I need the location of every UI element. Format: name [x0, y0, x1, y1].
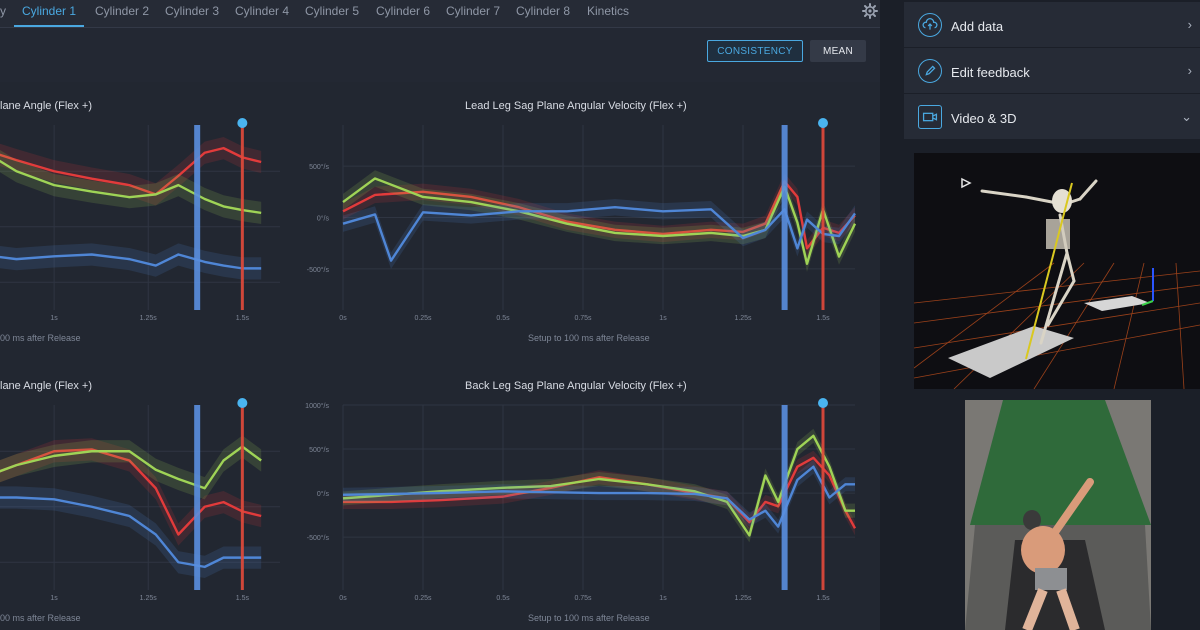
marker-handle [818, 118, 828, 128]
y-tick-label: 500°/s [309, 163, 329, 171]
x-tick-label: 1s [659, 315, 667, 322]
series-band-red [343, 173, 855, 257]
gear-icon[interactable] [862, 3, 878, 19]
series-line-green [0, 159, 262, 215]
pitcher-figure [1021, 478, 1094, 630]
pitcher-video-frame [965, 400, 1151, 630]
series-line-red [0, 448, 262, 536]
series-band-blue [0, 243, 262, 280]
chart-4-xlabel: Setup to 100 ms after Release [528, 613, 650, 623]
tab-overview[interactable]: y [0, 4, 6, 18]
series-line-blue [0, 253, 262, 270]
series-band-green [343, 428, 855, 543]
active-tab-indicator [14, 25, 84, 27]
marker-handle [237, 398, 248, 408]
chart-lead-leg-velocity: 0s 0.25s 0.5s 0.75s 1s 1.25s 1.5s 500°/s 0°/s -50… [307, 118, 857, 322]
tab-cylinder-3[interactable]: Cylinder 3 [165, 4, 220, 18]
edit-feedback-label: Edit feedback [951, 65, 1030, 80]
add-data-button[interactable]: Add data › [904, 2, 1200, 48]
chevron-down-icon: ⌄ [1181, 109, 1192, 124]
x-tick-label: 1.5s [236, 595, 250, 602]
x-tick-label: 0.25s [414, 315, 432, 322]
y-tick-label: -500°/s [307, 266, 330, 274]
x-tick-label: 0s [339, 315, 347, 322]
skeleton-3d-viewer[interactable] [914, 153, 1200, 389]
x-tick-label: 1.25s [734, 595, 752, 602]
marker-handle [818, 398, 828, 408]
chart-2-title: Lead Leg Sag Plane Angular Velocity (Fle… [465, 100, 687, 112]
edit-feedback-button[interactable]: Edit feedback › [904, 48, 1200, 94]
pencil-icon [918, 59, 942, 83]
tab-cylinder-4[interactable]: Cylinder 4 [235, 4, 290, 18]
mean-button[interactable]: MEAN [810, 40, 866, 62]
x-tick-label: 1.25s [734, 315, 752, 322]
marker-handle [237, 118, 248, 128]
cloud-upload-icon [918, 13, 942, 37]
chevron-right-icon: › [1187, 63, 1192, 78]
series-line-green [342, 177, 857, 265]
x-tick-label: 0.25s [414, 595, 432, 602]
tab-kinetics[interactable]: Kinetics [587, 4, 630, 18]
force-plate-rear [1084, 296, 1150, 311]
x-tick-label: 0.5s [496, 315, 510, 322]
video-3d-toggle[interactable]: Video & 3D ⌄ [904, 94, 1200, 140]
x-tick-label: 1.5s [816, 315, 830, 322]
add-data-label: Add data [951, 19, 1004, 34]
tab-cylinder-8[interactable]: Cylinder 8 [516, 4, 571, 18]
tab-cylinder-1[interactable]: Cylinder 1 [22, 4, 77, 18]
y-tick-label: 0°/s [317, 490, 330, 498]
x-tick-label: 1.5s [816, 595, 830, 602]
y-tick-label: 1000°/s [305, 402, 329, 410]
series-line-blue [342, 465, 855, 528]
x-tick-label: 0.75s [574, 595, 592, 602]
tab-cylinder-6[interactable]: Cylinder 6 [376, 4, 431, 18]
series-band-green [343, 170, 855, 272]
tab-cylinder-7[interactable]: Cylinder 7 [446, 4, 501, 18]
chart-3-xlabel: 00 ms after Release [0, 613, 81, 623]
chart-back-leg-velocity: 0s 0.25s 0.5s 0.75s 1s 1.25s 1.5s 1000°/s 500°/s… [305, 398, 857, 602]
x-tick-label: 1s [50, 315, 58, 322]
x-tick-label: 1s [659, 595, 667, 602]
video-player[interactable] [965, 400, 1151, 630]
video-icon [918, 105, 942, 129]
x-tick-label: 0.75s [574, 315, 592, 322]
x-tick-label: 1s [50, 595, 58, 602]
x-tick-label: 1.25s [140, 315, 158, 322]
series-line-green [0, 445, 262, 490]
video-3d-label: Video & 3D [951, 111, 1017, 126]
chart-3-title: lane Angle (Flex +) [0, 380, 93, 392]
chevron-right-icon: › [1187, 17, 1192, 32]
chart-1-title: lane Angle (Flex +) [0, 100, 93, 112]
chart-1-xlabel: 00 ms after Release [0, 333, 81, 343]
tab-bar: y Cylinder 1 Cylinder 2 Cylinder 3 Cylin… [0, 0, 880, 28]
y-tick-label: 0°/s [317, 215, 330, 223]
y-tick-label: 500°/s [309, 446, 329, 454]
consistency-button[interactable]: CONSISTENCY [707, 40, 803, 62]
series-line-green [342, 434, 855, 537]
series-line-blue [0, 496, 262, 569]
main-panel: y Cylinder 1 Cylinder 2 Cylinder 3 Cylin… [0, 0, 880, 630]
tab-cylinder-5[interactable]: Cylinder 5 [305, 4, 360, 18]
series-band-blue [343, 459, 855, 534]
chart-4-title: Back Leg Sag Plane Angular Velocity (Fle… [465, 380, 687, 392]
series-line-blue [342, 206, 856, 262]
x-tick-label: 0s [339, 595, 347, 602]
x-tick-label: 0.5s [496, 595, 510, 602]
y-tick-label: -500°/s [307, 534, 330, 542]
x-tick-label: 1.5s [236, 315, 250, 322]
charts-area [0, 82, 880, 630]
series-band-green [0, 150, 262, 224]
x-tick-label: 1.25s [140, 595, 158, 602]
chart-2-xlabel: Setup to 100 ms after Release [528, 333, 650, 343]
tab-cylinder-2[interactable]: Cylinder 2 [95, 4, 150, 18]
skeleton-3d-scene [914, 177, 1200, 389]
